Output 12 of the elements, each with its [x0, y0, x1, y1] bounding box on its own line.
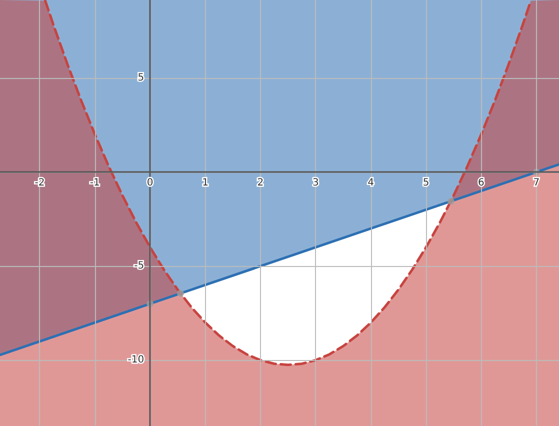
- x-tick-label: 2: [257, 178, 264, 189]
- x-tick-label: 5: [422, 178, 430, 189]
- y-tick-label: -10: [128, 354, 144, 366]
- x-tick-label: 4: [368, 178, 374, 189]
- line-series: [0, 163, 559, 356]
- x-tick-label: 1: [202, 178, 208, 189]
- point: [176, 290, 184, 297]
- point: [447, 198, 454, 205]
- y-tick-label: 5: [138, 72, 144, 84]
- x-tick-label: 7: [533, 178, 540, 189]
- line-series: [44, 0, 532, 366]
- x-tick-label: 3: [312, 178, 319, 189]
